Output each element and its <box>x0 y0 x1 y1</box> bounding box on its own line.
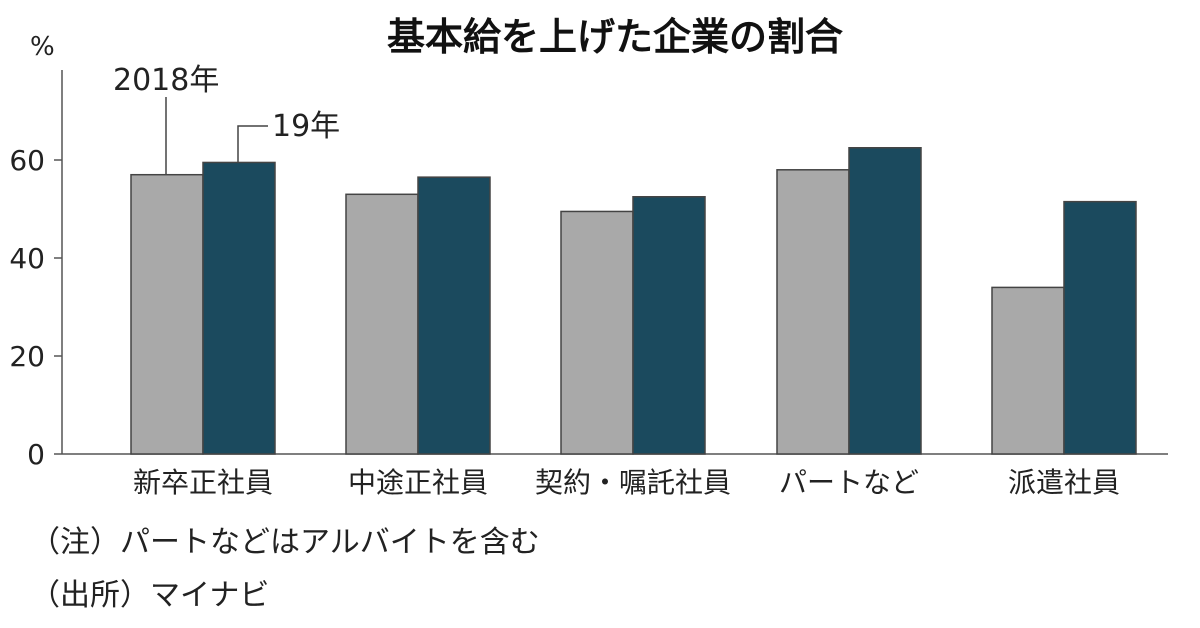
bar-2019 <box>848 147 922 455</box>
legend-label-2018: 2018年 <box>113 63 219 98</box>
x-tick-label: 派遣社員 <box>1008 466 1120 499</box>
legend-label-2019: 19年 <box>272 109 340 144</box>
bar-2019 <box>417 176 491 455</box>
y-tick-label: 40 <box>9 242 45 275</box>
bar-2019 <box>632 196 706 455</box>
y-tick-label: 60 <box>9 144 45 177</box>
bar-2018 <box>991 286 1065 455</box>
legend-leader-2019 <box>237 125 268 163</box>
y-tick-label: 0 <box>27 438 45 471</box>
bar-2019 <box>1063 200 1137 455</box>
bar-2019 <box>202 161 276 455</box>
x-tick-label: パートなど <box>779 466 919 499</box>
y-tick-label: 20 <box>9 340 45 373</box>
bar-chart: 基本給を上げた企業の割合% 0 20 40 60 新卒正社員 中途正社員 契約・嘱託社員 パート… <box>9 15 1168 499</box>
bar-2018 <box>345 193 419 455</box>
x-tick-label: 新卒正社員 <box>133 466 273 499</box>
note-text: （注）パートなどはアルバイトを含む <box>30 525 540 560</box>
x-tick-label: 中途正社員 <box>348 466 488 499</box>
bar-2018 <box>776 169 850 455</box>
bar-2018 <box>130 173 204 455</box>
x-tick-label: 契約・嘱託社員 <box>535 466 731 499</box>
source-text: （出所）マイナビ <box>30 578 270 613</box>
chart-title: 基本給を上げた企業の割合 <box>387 15 843 59</box>
bar-2018 <box>560 210 634 455</box>
y-axis-label: % <box>30 32 55 62</box>
